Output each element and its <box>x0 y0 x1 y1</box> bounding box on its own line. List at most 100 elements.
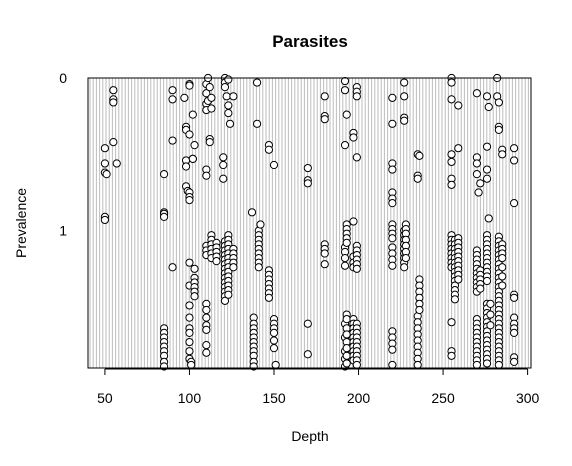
data-point <box>498 272 507 281</box>
data-point <box>190 292 199 301</box>
data-point <box>400 78 409 87</box>
data-point <box>100 215 110 225</box>
data-point <box>202 313 211 322</box>
data-point <box>447 318 456 327</box>
data-point <box>413 174 422 183</box>
data-point <box>447 351 456 360</box>
data-point <box>482 92 492 101</box>
data-point <box>100 159 110 168</box>
data-point <box>388 119 397 128</box>
data-point <box>474 188 483 197</box>
data-point <box>202 171 211 180</box>
data-point <box>271 360 280 370</box>
data-point <box>181 162 191 171</box>
data-point <box>269 344 279 353</box>
data-point <box>320 260 329 269</box>
data-point <box>219 174 228 183</box>
data-point <box>388 345 397 354</box>
data-point <box>180 93 189 102</box>
data-point <box>202 325 211 334</box>
data-point <box>185 258 194 267</box>
data-point <box>482 142 492 151</box>
data-point <box>342 110 351 119</box>
data-point <box>349 217 358 226</box>
data-point <box>509 144 519 153</box>
data-point <box>340 86 350 95</box>
data-point <box>202 89 211 98</box>
y-axis-label: Prevalence <box>13 188 29 258</box>
data-point <box>225 119 235 128</box>
y-tick-label: 0 <box>59 70 67 86</box>
data-point <box>340 141 350 150</box>
data-point <box>202 305 211 315</box>
data-point <box>202 348 211 357</box>
data-point <box>352 360 361 370</box>
data-point <box>400 263 409 272</box>
data-point <box>264 145 274 154</box>
data-point <box>498 150 507 159</box>
data-point <box>224 109 233 118</box>
data-point <box>190 264 199 273</box>
data-point <box>342 359 351 368</box>
data-point <box>187 360 196 370</box>
vertical-grid-lines <box>88 78 531 368</box>
data-point <box>102 170 111 179</box>
data-point <box>247 208 257 217</box>
data-point <box>168 136 177 145</box>
data-point <box>269 160 279 170</box>
data-point <box>342 351 351 360</box>
data-point <box>220 296 230 305</box>
data-point <box>498 254 507 263</box>
data-point <box>303 319 312 328</box>
data-point <box>205 83 214 92</box>
data-point <box>415 151 424 160</box>
data-point <box>352 92 361 101</box>
data-point <box>413 360 422 370</box>
data-point <box>185 196 194 205</box>
data-point <box>342 315 351 324</box>
x-tick-label: 150 <box>262 390 286 406</box>
data-point <box>269 328 279 337</box>
x-tick-label: 300 <box>516 390 540 406</box>
data-point <box>202 341 211 350</box>
data-point <box>224 75 233 84</box>
data-point <box>486 310 495 319</box>
data-point <box>486 299 495 308</box>
data-point <box>349 133 358 142</box>
data-point <box>185 130 194 139</box>
y-axis: 01 <box>59 70 67 239</box>
data-point <box>340 76 350 86</box>
data-point <box>340 261 350 270</box>
data-point <box>482 276 492 286</box>
data-point <box>482 174 492 183</box>
data-point <box>509 156 519 165</box>
data-point <box>450 295 460 304</box>
data-point <box>109 138 118 147</box>
data-point <box>498 263 507 272</box>
x-tick-label: 250 <box>431 390 455 406</box>
data-point <box>185 301 194 310</box>
data-point <box>168 263 177 272</box>
data-point <box>340 254 350 263</box>
plot-frame <box>87 77 532 369</box>
data-point <box>205 138 214 147</box>
data-point <box>509 199 519 208</box>
data-point <box>109 98 118 107</box>
data-points <box>100 73 519 371</box>
data-point <box>447 150 456 159</box>
data-point <box>229 263 238 272</box>
x-axis: 50 100 150 200 250 300 <box>97 368 540 406</box>
data-point <box>486 321 495 330</box>
data-point <box>185 347 194 356</box>
data-point <box>269 336 279 345</box>
plot-background <box>88 78 531 368</box>
data-point <box>388 93 397 102</box>
data-point <box>482 165 492 174</box>
data-point <box>454 101 463 110</box>
data-point <box>222 92 231 101</box>
data-point <box>388 261 397 270</box>
data-point <box>159 212 169 221</box>
data-point <box>352 153 361 162</box>
data-point <box>303 179 312 188</box>
